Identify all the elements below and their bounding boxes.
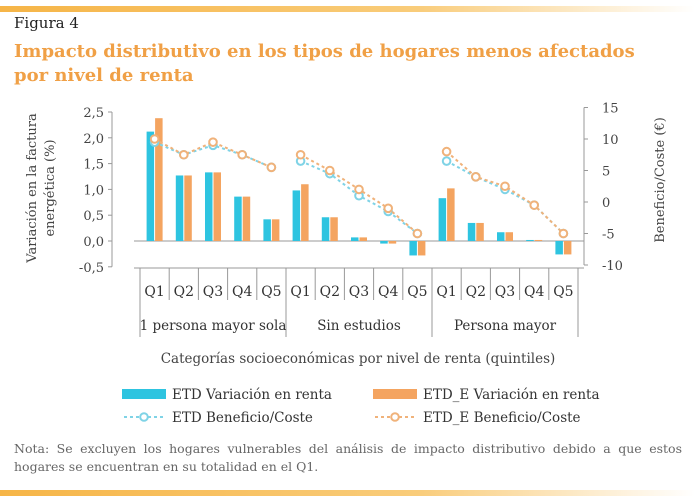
x-tick-label: Q5 [553,284,573,300]
bar-etd-e [155,118,163,241]
x-tick-label: Q4 [378,284,398,300]
line-etd-e [445,150,565,235]
bar-etd [146,131,155,241]
x-tick-label: Q1 [436,284,456,300]
y-left-tick-label: 0,5 [83,209,104,224]
point-etd-e [412,228,423,239]
bar-etd [321,217,330,241]
group-label: 1 persona mayor sola [140,318,287,334]
legend-label-etd-e-line: ETD_E Beneficio/Coste [423,410,581,426]
bar-etd [351,237,359,241]
x-tick-label: Q4 [232,284,252,300]
legend-swatch-etd-e-bar [373,389,417,399]
y-right-tick-label: -5 [602,228,615,243]
y-right-tick-label: -10 [602,259,623,274]
bar-etd-e [388,241,397,244]
bar-etd-e [447,188,455,241]
bar-etd-e [417,241,426,256]
bar-etd-e [330,217,338,241]
bar-etd [380,241,388,244]
point-etd [441,156,452,166]
y-right-axis-title: Beneficio/Coste (€) [653,117,668,243]
bar-etd [175,175,184,241]
x-tick-label: Q5 [261,284,281,300]
y-left-tick-label: 1,0 [83,183,104,198]
x-tick-label: Q3 [203,284,223,300]
line-etd [446,160,565,235]
top-accent-bar [0,6,695,12]
x-tick-label: Q1 [144,284,164,300]
bar-etd-e [505,232,513,241]
y-left-axis-title-line1: Variación en la factura [25,113,40,264]
point-etd-e [237,149,247,160]
point-etd-e [441,146,452,157]
point-etd-e [179,149,189,160]
point-etd-e [208,137,218,147]
legend-marker-etd-line [139,412,149,422]
figure-label: Figura 4 [14,14,79,32]
bar-etd [555,241,563,255]
x-tick-label: Q1 [290,284,310,300]
y-left-axis-title-line2: energética (%) [43,139,58,236]
bar-etd [292,190,301,241]
legend-label-etd-line: ETD Beneficio/Coste [172,410,313,426]
chart-title: Impacto distributivo en los tipos de hog… [14,41,635,86]
y-right-tick-label: 0 [602,196,610,211]
x-tick-label: Q4 [524,284,544,300]
bar-etd [497,232,505,241]
y-right-tick-label: 5 [602,165,610,180]
group-label: Persona mayor [454,318,557,334]
x-tick-label: Q3 [349,284,369,300]
x-axis-title: Categorías socioeconómicas por nivel de … [161,351,556,367]
x-tick-label: Q3 [495,284,515,300]
bar-etd-e [213,172,221,241]
bar-etd-e [242,196,251,241]
bar-etd-e [534,239,543,241]
legend-marker-etd-e-line [390,412,400,422]
bar-etd-e [359,237,367,241]
point-etd-e [295,149,306,160]
point-etd-e [558,228,569,239]
y-left-tick-label: 2,5 [83,106,104,121]
point-etd-e [383,203,394,214]
y-right-tick-label: 15 [602,102,619,117]
bar-etd [526,239,534,241]
bar-etd-e [301,184,309,241]
x-tick-label: Q2 [174,284,194,300]
y-left-tick-label: -0,5 [79,261,104,276]
bar-etd-e [563,241,572,255]
y-right-tick-label: 10 [602,133,619,148]
y-left-tick-label: 0,0 [83,235,104,250]
bar-etd [409,241,417,256]
point-etd-e [529,200,540,210]
bottom-accent-bar [0,490,695,496]
bar-etd [205,172,213,241]
point-etd-e [500,181,510,192]
bar-etd-e [476,222,484,241]
point-etd-e [471,172,481,182]
bar-etd-e [184,175,192,241]
point-etd-e [325,165,335,176]
point-etd-e [266,162,277,173]
chart-note: Nota: Se excluyen los hogares vulnerable… [14,441,682,474]
bar-etd [234,196,242,241]
legend-swatch-etd-bar [122,389,166,399]
chart-svg: 2,5 2,0 1,5 1,0 0,5 0,0 -0,5 15 10 5 0 -5 -10 Variaci… [25,102,668,427]
point-etd-e [354,184,364,195]
x-tick-label: Q5 [407,284,427,300]
x-tick-label: Q2 [320,284,340,300]
legend-label-etd-e-bar: ETD_E Variación en renta [423,387,600,403]
y-left-tick-label: 1,5 [83,158,104,173]
group-label: Sin estudios [317,318,401,334]
legend-label-etd-bar: ETD Variación en renta [172,387,332,403]
bar-etd [263,219,271,241]
y-left-tick-label: 2,0 [83,132,104,147]
x-tick-label: Q2 [466,284,486,300]
point-etd-e [149,134,160,144]
bar-etd-e [271,219,280,241]
bar-etd [467,222,476,241]
bar-etd [438,198,447,241]
